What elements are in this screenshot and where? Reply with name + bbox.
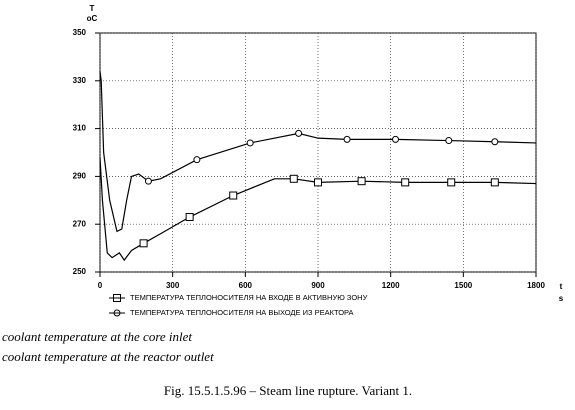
marker (229, 191, 238, 200)
x-tick-label: 1800 (527, 281, 545, 290)
translation: coolant temperature at the reactor outle… (2, 349, 214, 364)
marker (289, 174, 298, 183)
x-axis-unit: s (559, 294, 564, 303)
x-tick-label: 300 (166, 281, 180, 290)
legend-label: ТЕМПЕРАТУРА ТЕПЛОНОСИТЕЛЯ НА ВЫХОДЕ ИЗ Р… (130, 308, 354, 317)
marker (490, 178, 499, 187)
marker (314, 178, 322, 187)
y-tick-label: 330 (73, 76, 87, 85)
x-tick-label: 0 (98, 281, 103, 290)
series-line (99, 71, 537, 233)
y-tick-label: 310 (73, 124, 87, 133)
marker (491, 138, 499, 146)
y-tick-label: 350 (73, 28, 87, 37)
marker (295, 129, 303, 137)
x-tick-label: 900 (311, 281, 325, 290)
y-axis-unit: oC (87, 14, 98, 23)
translation: coolant temperature at the core inlet (2, 329, 192, 344)
marker (193, 156, 201, 164)
caption: Fig. 15.5.1.5.96 – Steam line rupture. V… (164, 383, 412, 398)
marker (357, 177, 366, 186)
marker (185, 213, 194, 222)
x-tick-label: 1200 (382, 281, 400, 290)
plot-frame (99, 32, 537, 273)
marker (139, 239, 148, 248)
x-tick-label: 1500 (454, 281, 472, 290)
y-tick-label: 250 (73, 267, 87, 276)
marker (447, 178, 456, 187)
y-tick-label: 270 (73, 219, 87, 228)
marker (401, 178, 410, 187)
series-line (99, 157, 537, 262)
marker (246, 139, 254, 147)
y-axis-label: T (90, 4, 95, 13)
x-tick-label: 600 (239, 281, 253, 290)
marker (144, 177, 152, 185)
y-tick-label: 290 (73, 172, 87, 181)
marker (343, 135, 351, 143)
marker (392, 135, 400, 143)
x-axis-label: t (560, 282, 563, 291)
marker (445, 137, 453, 145)
legend-label: ТЕМПЕРАТУРА ТЕПЛОНОСИТЕЛЯ НА ВХОДЕ В АКТ… (130, 293, 368, 302)
